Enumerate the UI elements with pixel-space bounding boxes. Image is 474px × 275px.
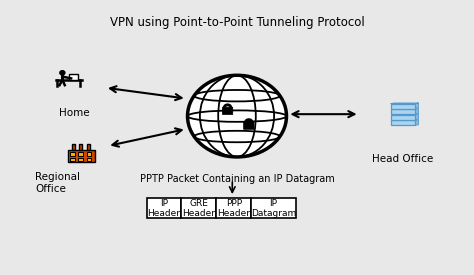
Polygon shape — [415, 114, 419, 120]
Bar — [391, 109, 415, 114]
FancyBboxPatch shape — [69, 74, 78, 80]
Bar — [87, 144, 90, 150]
Text: VPN using Point-to-Point Tunneling Protocol: VPN using Point-to-Point Tunneling Proto… — [109, 16, 365, 29]
Bar — [146, 198, 182, 218]
Text: IP
Header: IP Header — [147, 199, 181, 218]
Bar — [79, 158, 83, 161]
Text: Head Office: Head Office — [372, 154, 434, 164]
Bar — [72, 144, 75, 150]
Bar — [87, 152, 91, 156]
FancyBboxPatch shape — [222, 107, 233, 115]
Bar — [70, 158, 75, 161]
Circle shape — [60, 71, 65, 75]
Bar — [251, 198, 296, 218]
Text: IP
Datagram: IP Datagram — [251, 199, 296, 218]
Bar — [79, 152, 83, 156]
Bar — [182, 198, 216, 218]
Bar — [68, 150, 95, 163]
Bar — [70, 152, 75, 156]
Polygon shape — [415, 103, 419, 109]
Polygon shape — [415, 120, 419, 125]
Bar — [391, 104, 415, 109]
FancyBboxPatch shape — [244, 122, 254, 129]
Bar — [216, 198, 251, 218]
Text: Regional
Office: Regional Office — [36, 172, 80, 194]
Bar — [79, 144, 82, 150]
Text: PPTP Packet Containing an IP Datagram: PPTP Packet Containing an IP Datagram — [140, 174, 334, 185]
Circle shape — [188, 75, 286, 157]
Text: GRE
Header: GRE Header — [182, 199, 215, 218]
Text: Home: Home — [59, 108, 90, 118]
Text: PPP
Header: PPP Header — [217, 199, 250, 218]
Bar — [391, 120, 415, 125]
Polygon shape — [415, 109, 419, 114]
Bar — [391, 115, 415, 120]
Polygon shape — [391, 103, 419, 104]
Bar — [87, 158, 91, 161]
